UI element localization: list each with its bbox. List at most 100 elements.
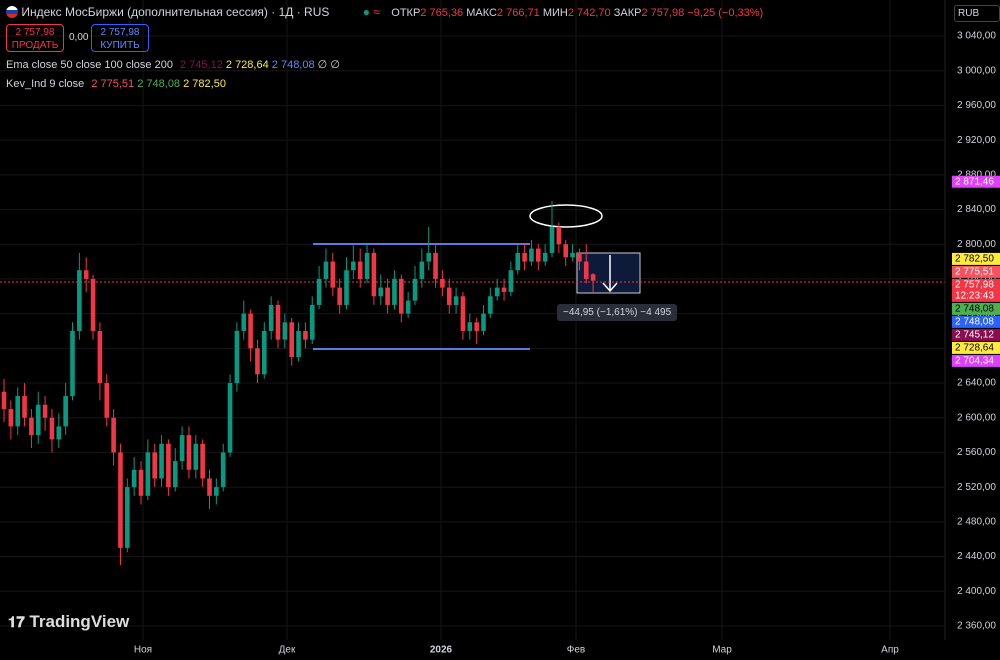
price-badge — [952, 252, 1000, 265]
logo-text: TradingView — [29, 612, 130, 631]
candle-body — [419, 261, 425, 279]
y-tick-label: 3 040,00 — [957, 31, 996, 42]
candle-body — [200, 443, 205, 479]
candle-body — [166, 443, 171, 488]
status-icon: ≈ — [373, 5, 380, 19]
candle-body — [8, 409, 14, 427]
candle-body — [186, 435, 192, 470]
candle-body — [70, 330, 75, 397]
candle-body — [255, 348, 260, 375]
indicator-name: Ema close 50 close 100 close 200 — [6, 59, 173, 71]
sell-button[interactable]: 2 757,98 ПРОДАТЬ — [6, 24, 64, 52]
x-tick-label: Дек — [279, 645, 296, 656]
candle-body — [214, 487, 219, 496]
candle-body — [460, 296, 466, 331]
candle-body — [138, 469, 144, 496]
buy-button[interactable]: 2 757,98 КУПИТЬ — [91, 24, 149, 52]
candle-body — [1, 391, 7, 410]
price-badge — [952, 315, 1000, 328]
candle-body — [56, 426, 62, 440]
candle-body — [590, 274, 596, 281]
candle-body — [501, 287, 507, 292]
candle-body — [241, 313, 247, 331]
label: КУПИТЬ — [100, 40, 140, 51]
candle-body — [268, 304, 274, 331]
candle-body — [90, 278, 96, 331]
candle-body — [399, 278, 404, 314]
measure-tooltip: −44,95 (−1,61%) −4 495 — [557, 304, 678, 321]
y-tick-label: 2 960,00 — [957, 100, 996, 111]
candle-body — [282, 322, 288, 340]
candle-body — [193, 443, 199, 470]
countdown: 12:23:43 — [955, 291, 994, 302]
candle-body — [549, 226, 555, 253]
price-badge-label: 2 748,08 — [955, 304, 994, 315]
candle-body — [159, 443, 164, 479]
candle-body — [474, 322, 479, 331]
logo: 𝟏𝟕 TradingView — [8, 612, 130, 631]
candle-body — [275, 304, 281, 340]
status-dot: ● — [362, 5, 370, 19]
candle-body — [248, 313, 253, 349]
candle-body — [125, 487, 130, 548]
y-tick-label: 2 920,00 — [957, 135, 996, 146]
candle-body — [77, 270, 82, 331]
indicator-value: 2 782,50 — [183, 78, 226, 90]
price-badge-label: 2 757,98 — [955, 280, 994, 291]
x-tick-label: Апр — [881, 645, 899, 656]
candle-body — [508, 270, 514, 292]
candle-body — [515, 252, 521, 271]
price: 2 757,98 — [100, 27, 140, 38]
label: ПРОДАТЬ — [11, 40, 59, 51]
indicator-value: 2 748,08 — [137, 78, 181, 90]
candle-body — [467, 322, 473, 331]
x-tick-label: 2026 — [430, 645, 453, 656]
indicator-value: ∅ — [317, 59, 328, 71]
candle-body — [570, 252, 575, 258]
candle-body — [118, 452, 123, 548]
candle-body — [392, 278, 397, 305]
x-tick-label: Мар — [712, 645, 732, 656]
symbol-title: Индекс МосБиржи (дополнительная сессия) … — [21, 5, 330, 19]
candle-body — [426, 252, 431, 262]
candle-body — [488, 296, 493, 314]
candle-body — [344, 270, 349, 305]
indicator-row: Kev_Ind 9 close 2 775,51 2 748,08 2 782,… — [6, 78, 226, 90]
candle-body — [453, 296, 459, 305]
candle-body — [35, 404, 41, 436]
candle-body — [22, 396, 27, 418]
y-tick-label: 2 480,00 — [957, 516, 996, 527]
candle-body — [385, 287, 390, 305]
flag — [6, 6, 18, 18]
candle-body — [323, 261, 329, 279]
candle-body — [131, 469, 137, 488]
candle-body — [316, 278, 322, 305]
indicator-value: 2 728,64 — [225, 59, 269, 71]
candle-body — [227, 383, 233, 453]
spread: 0,00 — [69, 32, 89, 43]
candle-body — [220, 452, 226, 488]
price-badge-label: 2 728,64 — [955, 343, 994, 354]
value: 2 765,36 — [420, 7, 464, 19]
currency-select[interactable]: RUB — [954, 5, 1000, 22]
candle-body — [145, 452, 151, 496]
candle-body — [111, 417, 116, 453]
drawn-ellipse — [529, 204, 603, 228]
price-badge — [952, 328, 1000, 341]
y-tick-label: 2 640,00 — [957, 378, 996, 389]
candle-body — [337, 287, 342, 305]
candle-body — [371, 252, 377, 297]
candle-body — [15, 396, 20, 427]
label: МАКС — [466, 7, 497, 19]
candle-body — [542, 252, 548, 262]
change: −9,25 (−0,33%) — [687, 7, 764, 19]
candle-body — [351, 261, 356, 271]
candle-body — [330, 261, 336, 288]
price-badge — [952, 265, 1000, 278]
label: МИН — [542, 7, 568, 19]
y-tick-label: 3 000,00 — [957, 65, 996, 76]
price-badge — [952, 302, 1000, 315]
y-tick-label: 2 400,00 — [957, 586, 996, 597]
price: 2 757,98 — [15, 27, 55, 38]
